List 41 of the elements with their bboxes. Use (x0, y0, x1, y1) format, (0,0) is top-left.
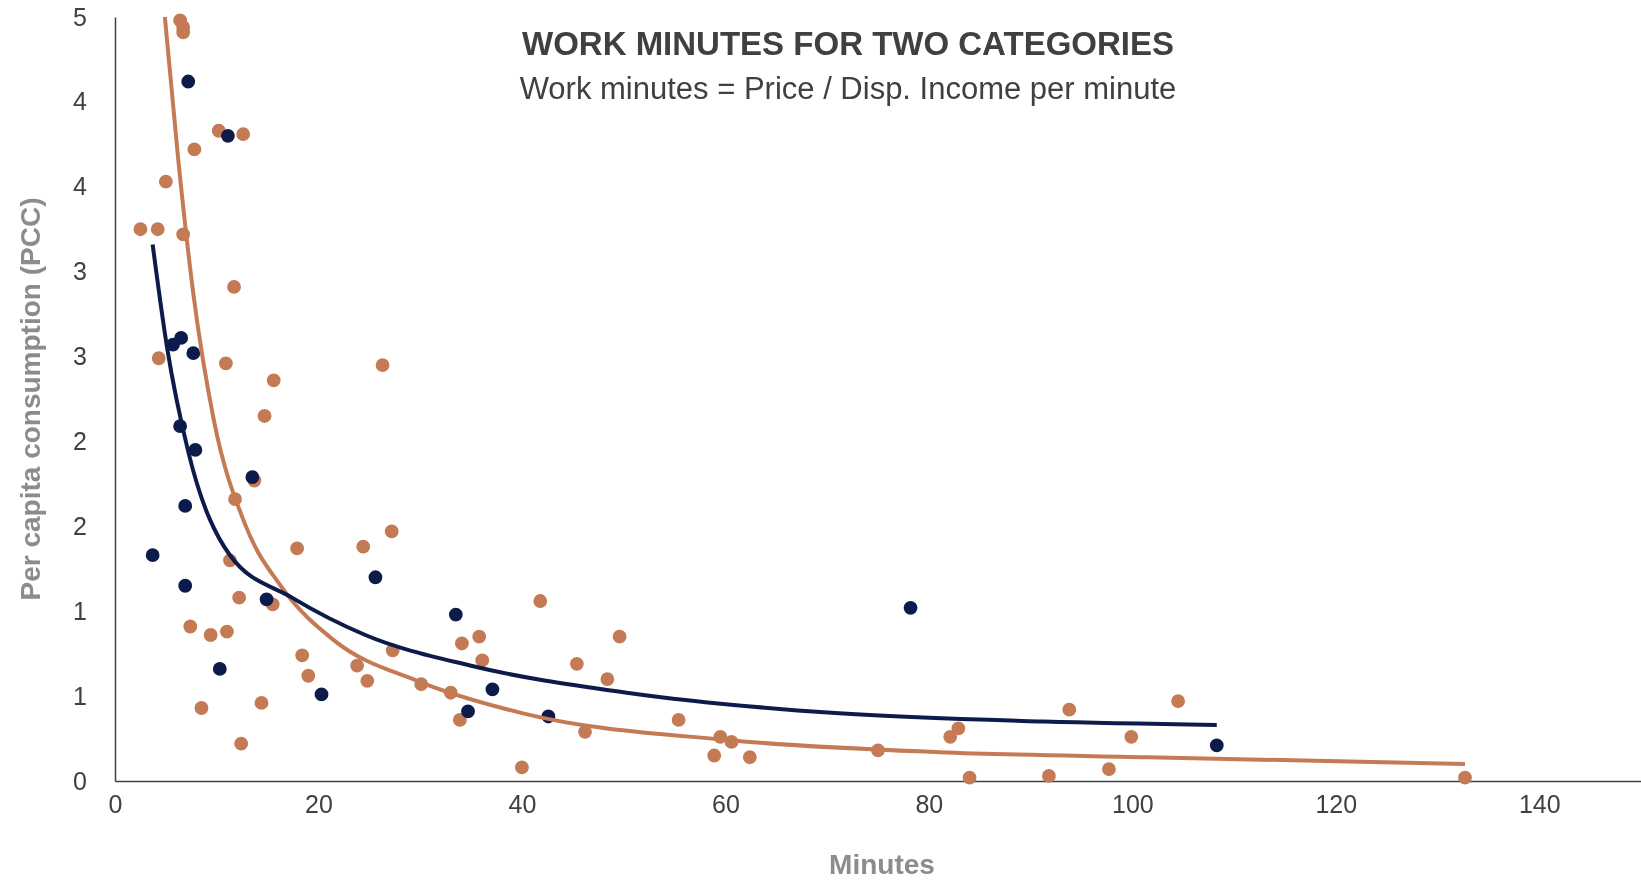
x-tick-label: 120 (1315, 789, 1358, 818)
x-tick-label: 40 (508, 789, 537, 818)
y-tick-label: 4 (73, 172, 88, 201)
y-tick-label: 0 (73, 766, 87, 795)
point (174, 330, 189, 345)
point (1209, 738, 1224, 753)
y-tick-label: 2 (73, 426, 87, 455)
point (145, 548, 160, 563)
point (178, 499, 193, 513)
point (186, 346, 201, 361)
point (188, 443, 203, 457)
point (259, 592, 274, 607)
point (903, 600, 918, 615)
x-axis-title: Minutes (829, 849, 935, 880)
point (178, 578, 193, 593)
y-axis-title: Per capita consumption (PCC) (15, 197, 46, 601)
y-tick-label: 5 (73, 2, 87, 31)
y-tick-label: 1 (73, 681, 87, 710)
y-tick-label: 3 (73, 342, 87, 371)
point (221, 128, 235, 143)
y-tick-label: 1 (73, 596, 87, 625)
x-tick-label: 140 (1518, 789, 1561, 818)
point (181, 74, 196, 89)
y-tick-label: 3 (73, 257, 87, 286)
x-tick-label: 80 (915, 789, 944, 818)
chart-title: WORK MINUTES FOR TWO CATEGORIES (521, 25, 1175, 62)
line-series (150, 242, 1219, 727)
point (245, 470, 260, 484)
point (314, 687, 329, 702)
text: Work minutes = Price / Disp. Income per minute (519, 71, 1177, 106)
point (212, 662, 227, 676)
y-tick-label: 2 (73, 511, 87, 540)
point (485, 682, 500, 697)
x-tick-label: 100 (1111, 789, 1154, 818)
point (448, 607, 463, 622)
x-tick-label: 20 (305, 789, 333, 818)
point (368, 570, 383, 585)
point (461, 704, 475, 719)
x-tick-label: 60 (711, 789, 740, 818)
x-tick-label: 0 (108, 789, 123, 818)
y-tick-label: 4 (73, 87, 88, 116)
